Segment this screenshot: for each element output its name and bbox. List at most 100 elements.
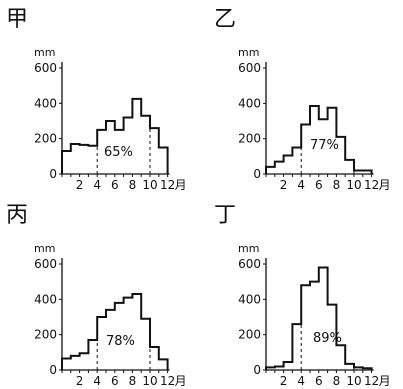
bar-month-1 <box>266 167 275 174</box>
y-tick-label: 400 <box>34 96 57 110</box>
x-tick-label: 6 <box>111 374 119 388</box>
chart-panel-2: 乙 mm 0 200 400 600 2 4 6 8 10 12 月 77% <box>214 7 391 192</box>
y-tick-label: 400 <box>238 96 261 110</box>
precipitation-histogram <box>61 293 169 370</box>
y-tick-label: 600 <box>34 61 57 75</box>
bar-month-5 <box>301 285 310 370</box>
x-tick-label: 10 <box>346 178 361 192</box>
y-axis-unit-label: mm <box>238 242 259 255</box>
x-tick-label: 10 <box>346 374 361 388</box>
bar-month-12 <box>363 368 372 370</box>
x-tick-label: 10 <box>142 374 157 388</box>
panel-title: 乙 <box>214 7 236 32</box>
bar-month-11 <box>354 367 363 370</box>
chart-panel-4: 丁 mm 0 200 400 600 2 4 6 8 10 12 月 89% <box>214 203 391 388</box>
bar-month-2 <box>275 366 284 370</box>
y-tick-label: 200 <box>238 132 261 146</box>
y-tick-label: 400 <box>238 292 261 306</box>
bar-month-5 <box>97 317 106 370</box>
bar-month-1 <box>266 367 275 370</box>
y-tick-label: 0 <box>253 363 261 377</box>
x-axis-unit-label: 月 <box>379 178 391 192</box>
percentage-annotation: 78% <box>106 334 135 349</box>
bar-month-9 <box>132 294 141 370</box>
bar-month-10 <box>345 364 354 370</box>
bar-month-12 <box>159 359 168 370</box>
y-axis-unit-label: mm <box>34 242 55 255</box>
bar-month-9 <box>336 345 345 370</box>
bar-month-10 <box>345 160 354 174</box>
bar-month-12 <box>363 170 372 174</box>
x-tick-label: 6 <box>315 374 323 388</box>
bar-month-3 <box>284 155 293 174</box>
y-tick-label: 200 <box>34 132 57 146</box>
x-tick-label: 6 <box>315 178 323 192</box>
percentage-annotation: 65% <box>104 145 133 160</box>
bar-month-3 <box>284 362 293 370</box>
x-tick-label: 12 <box>160 178 175 192</box>
x-tick-label: 2 <box>280 178 288 192</box>
y-tick-label: 0 <box>49 167 57 181</box>
panel-title: 丁 <box>214 203 236 228</box>
bar-month-10 <box>141 116 150 174</box>
precipitation-histogram <box>265 104 373 174</box>
y-tick-label: 600 <box>238 61 261 75</box>
x-axis-unit-label: 月 <box>379 374 391 388</box>
x-tick-label: 12 <box>364 178 379 192</box>
bar-month-9 <box>132 99 141 174</box>
bar-month-4 <box>88 146 97 174</box>
panel-title: 丙 <box>6 203 28 228</box>
bar-month-2 <box>71 356 80 370</box>
bar-month-2 <box>71 144 80 174</box>
x-tick-label: 8 <box>129 178 137 192</box>
x-tick-label: 4 <box>297 178 305 192</box>
bar-month-10 <box>141 319 150 370</box>
x-tick-label: 4 <box>93 374 101 388</box>
bar-month-6 <box>310 282 319 370</box>
y-tick-label: 200 <box>34 328 57 342</box>
x-tick-label: 6 <box>111 178 119 192</box>
panel-title: 甲 <box>6 7 28 32</box>
x-tick-label: 2 <box>76 374 84 388</box>
x-axis-unit-label: 月 <box>175 178 187 192</box>
bar-month-1 <box>62 151 71 174</box>
x-tick-label: 2 <box>76 178 84 192</box>
x-tick-label: 4 <box>297 374 305 388</box>
bar-month-3 <box>80 353 89 370</box>
x-tick-label: 12 <box>364 374 379 388</box>
y-tick-label: 0 <box>49 363 57 377</box>
bar-month-2 <box>275 162 284 174</box>
chart-panel-1: 甲 mm 0 200 400 600 2 4 6 8 10 12 月 65% <box>6 7 187 192</box>
x-tick-label: 10 <box>142 178 157 192</box>
bar-month-4 <box>292 148 301 175</box>
y-tick-label: 200 <box>238 328 261 342</box>
x-axis-unit-label: 月 <box>175 374 187 388</box>
bar-month-11 <box>150 347 159 370</box>
y-axis-unit-label: mm <box>34 46 55 59</box>
y-tick-label: 600 <box>238 257 261 271</box>
y-tick-label: 400 <box>34 292 57 306</box>
bar-month-4 <box>292 324 301 370</box>
bar-month-4 <box>88 340 97 370</box>
bar-month-7 <box>319 268 328 370</box>
x-tick-label: 4 <box>93 178 101 192</box>
bar-month-12 <box>159 148 168 175</box>
x-tick-label: 8 <box>333 178 341 192</box>
percentage-annotation: 77% <box>310 138 339 153</box>
bar-month-5 <box>301 125 310 174</box>
chart-panel-3: 丙 mm 0 200 400 600 2 4 6 8 10 12 月 78% <box>6 203 187 388</box>
bar-month-11 <box>354 170 363 174</box>
percentage-annotation: 89% <box>313 331 342 346</box>
y-axis-unit-label: mm <box>238 46 259 59</box>
x-tick-label: 8 <box>129 374 137 388</box>
x-tick-label: 2 <box>280 374 288 388</box>
x-tick-label: 8 <box>333 374 341 388</box>
y-tick-label: 0 <box>253 167 261 181</box>
precipitation-histogram <box>265 266 373 370</box>
bar-month-1 <box>62 359 71 370</box>
precipitation-histogram <box>61 97 169 174</box>
bar-month-11 <box>150 128 159 174</box>
y-tick-label: 600 <box>34 257 57 271</box>
x-tick-label: 12 <box>160 374 175 388</box>
